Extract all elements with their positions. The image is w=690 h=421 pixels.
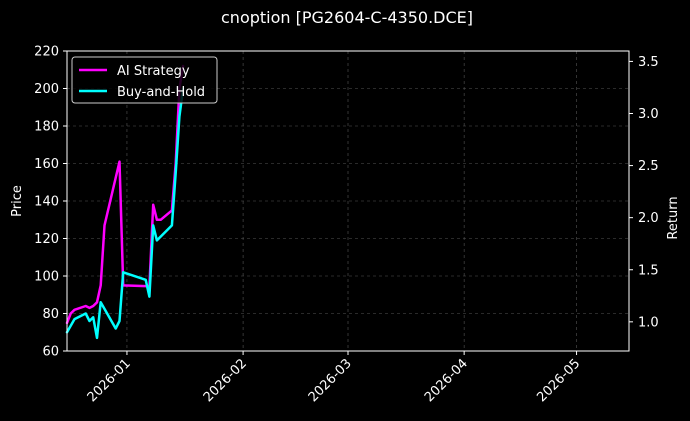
legend-label-ai-strategy: AI Strategy <box>117 64 190 79</box>
left-axis: 60 80 100 120 140 160 180 200 220 <box>34 45 67 360</box>
right-tick-label: 3.5 <box>638 55 659 70</box>
legend-box <box>71 56 218 104</box>
y-axis-right-title: Return <box>666 196 681 239</box>
right-tick-label: 2.0 <box>638 211 659 226</box>
left-tick-label: 160 <box>34 157 59 172</box>
legend: AI Strategy Buy-and-Hold <box>71 56 218 104</box>
left-tick-label: 140 <box>34 195 59 210</box>
y-axis-left-title: Price <box>10 185 25 217</box>
chart-title: cnoption [PG2604-C-4350.DCE] <box>221 8 473 27</box>
legend-label-buy-and-hold: Buy-and-Hold <box>117 85 205 100</box>
right-tick-label: 2.5 <box>638 159 659 174</box>
right-tick-label: 3.0 <box>638 107 659 122</box>
right-tick-label: 1.5 <box>638 263 659 278</box>
left-tick-label: 200 <box>34 82 59 97</box>
left-tick-label: 220 <box>34 45 59 60</box>
right-tick-label: 1.0 <box>638 315 659 330</box>
left-tick-label: 120 <box>34 232 59 247</box>
series-layer <box>65 64 185 340</box>
left-tick-label: 80 <box>42 307 59 322</box>
right-axis: 1.0 1.5 2.0 2.5 3.0 3.5 <box>629 55 659 330</box>
left-tick-label: 180 <box>34 120 59 135</box>
series-line-buy-and-hold <box>65 87 185 340</box>
left-tick-label: 60 <box>42 345 59 360</box>
left-tick-label: 100 <box>34 270 59 285</box>
